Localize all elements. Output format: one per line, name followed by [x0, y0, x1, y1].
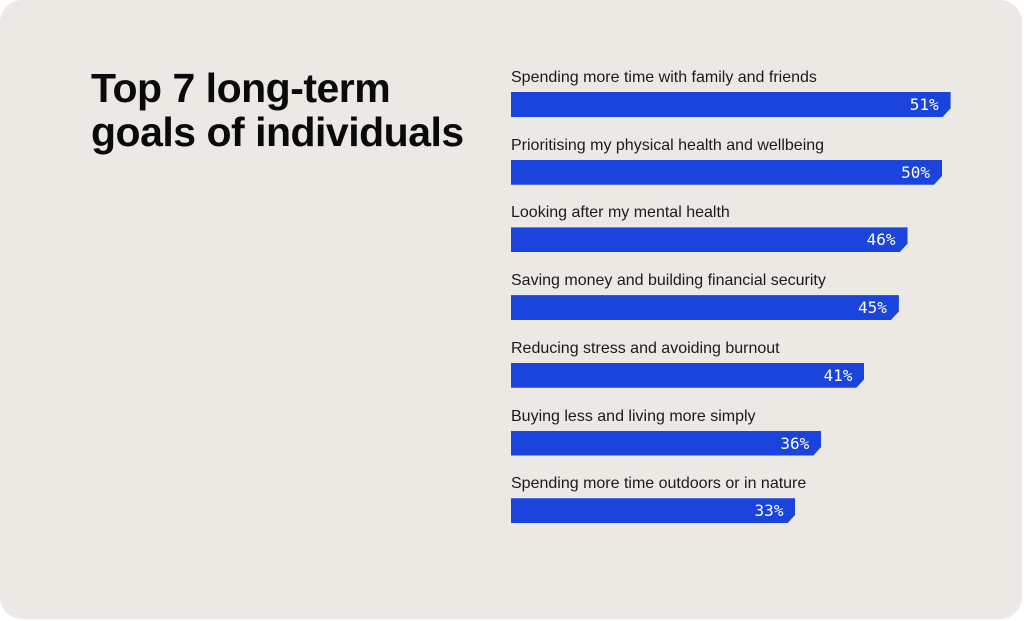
category-label: Reducing stress and avoiding burnout [511, 339, 780, 357]
category-label: Prioritising my physical health and well… [511, 136, 825, 154]
data-label: 51% [909, 95, 939, 114]
data-label: 33% [754, 501, 784, 521]
bar-row: Saving money and building financial secu… [511, 271, 826, 291]
bar-row: Spending more time with family and frien… [511, 68, 817, 88]
category-label: Saving money and building financial secu… [511, 272, 826, 290]
bar-row: Prioritising my physical health and well… [511, 136, 824, 156]
bar: 46% [511, 227, 908, 252]
chart-title: Top 7 long-term goals of individuals [91, 65, 464, 155]
data-label: 41% [823, 365, 853, 385]
category-label: Spending more time with family and frien… [511, 69, 817, 86]
bar: 50% [511, 160, 942, 185]
category-label: Looking after my mental health [511, 204, 730, 222]
bar-row: Spending more time outdoors or in nature… [511, 474, 806, 494]
bar: 51% [511, 92, 951, 117]
bar: 33% [511, 498, 795, 523]
bar: 45% [511, 295, 899, 320]
bar-row: Looking after my mental health 46% [511, 203, 730, 223]
bar-row: Reducing stress and avoiding burnout 41% [511, 339, 780, 359]
data-label: 36% [780, 433, 810, 453]
bar-row: Buying less and living more simply 36% [511, 407, 756, 427]
bar: 41% [511, 363, 864, 388]
category-label: Buying less and living more simply [511, 407, 756, 425]
category-label: Spending more time outdoors or in nature [511, 475, 807, 493]
data-label: 46% [866, 230, 896, 250]
data-label: 50% [901, 162, 930, 182]
data-label: 45% [857, 298, 887, 318]
bar: 36% [511, 431, 821, 456]
